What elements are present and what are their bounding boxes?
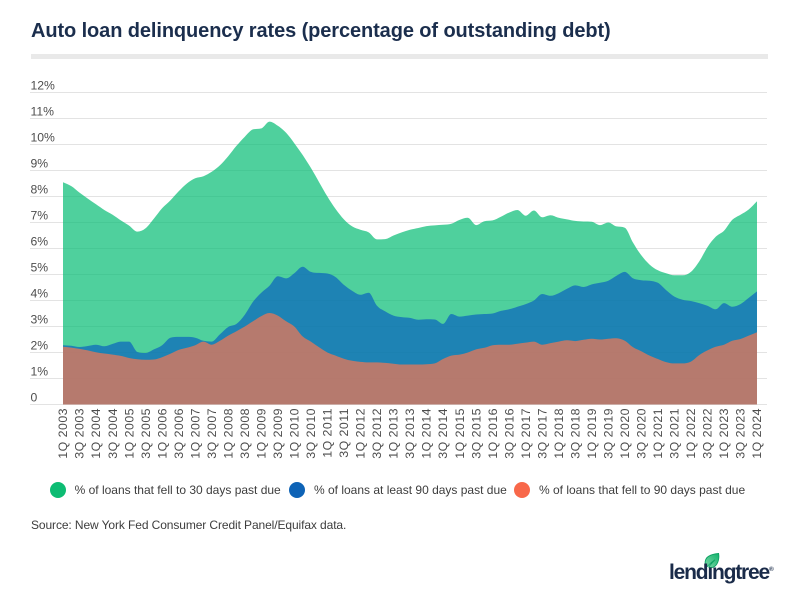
svg-text:3Q 2004: 3Q 2004	[106, 408, 120, 459]
svg-text:3Q 2014: 3Q 2014	[436, 408, 450, 459]
svg-text:1Q 2019: 1Q 2019	[585, 408, 599, 459]
svg-text:1Q 2024: 1Q 2024	[750, 408, 764, 459]
svg-text:1Q 2008: 1Q 2008	[221, 408, 235, 459]
svg-text:9%: 9%	[31, 157, 49, 171]
svg-text:1Q 2014: 1Q 2014	[420, 408, 434, 459]
svg-text:1Q 2012: 1Q 2012	[354, 408, 368, 459]
svg-text:1Q 2022: 1Q 2022	[684, 408, 698, 459]
svg-text:7%: 7%	[31, 209, 49, 223]
svg-text:1Q 2017: 1Q 2017	[519, 408, 533, 459]
svg-text:5%: 5%	[31, 261, 49, 275]
svg-text:3Q 2020: 3Q 2020	[635, 408, 649, 459]
svg-text:3Q 2021: 3Q 2021	[668, 408, 682, 459]
svg-text:6%: 6%	[31, 235, 49, 249]
svg-text:3Q 2016: 3Q 2016	[502, 408, 516, 459]
svg-text:8%: 8%	[31, 183, 49, 197]
svg-text:1Q 2007: 1Q 2007	[188, 408, 202, 459]
svg-text:1Q 2004: 1Q 2004	[89, 408, 103, 459]
svg-text:3Q 2007: 3Q 2007	[205, 408, 219, 459]
svg-text:1Q 2006: 1Q 2006	[155, 408, 169, 459]
svg-text:1Q 2020: 1Q 2020	[618, 408, 632, 459]
svg-text:10%: 10%	[31, 131, 56, 145]
svg-text:3Q 2017: 3Q 2017	[535, 408, 549, 459]
svg-text:1Q 2010: 1Q 2010	[288, 408, 302, 459]
svg-text:3Q 2022: 3Q 2022	[701, 408, 715, 459]
svg-text:3Q 2006: 3Q 2006	[172, 408, 186, 459]
svg-text:1Q 2015: 1Q 2015	[453, 408, 467, 459]
svg-text:1Q 2013: 1Q 2013	[387, 408, 401, 459]
svg-text:1Q 2011: 1Q 2011	[321, 408, 335, 458]
svg-text:3Q 2011: 3Q 2011	[337, 408, 351, 458]
svg-text:3%: 3%	[31, 313, 49, 327]
svg-text:1Q 2021: 1Q 2021	[651, 408, 665, 459]
svg-text:3Q 2010: 3Q 2010	[304, 408, 318, 459]
svg-text:1%: 1%	[31, 365, 49, 379]
svg-text:1Q 2023: 1Q 2023	[717, 408, 731, 459]
svg-text:1Q 2003: 1Q 2003	[56, 408, 70, 459]
svg-text:3Q 2019: 3Q 2019	[602, 408, 616, 459]
svg-text:1Q 2005: 1Q 2005	[122, 408, 136, 459]
svg-text:3Q 2009: 3Q 2009	[271, 408, 285, 459]
svg-text:2%: 2%	[31, 339, 49, 353]
svg-text:3Q 2018: 3Q 2018	[568, 408, 582, 459]
svg-text:3Q 2012: 3Q 2012	[370, 408, 384, 459]
svg-text:3Q 2003: 3Q 2003	[73, 408, 87, 459]
svg-text:12%: 12%	[31, 79, 56, 93]
svg-text:1Q 2016: 1Q 2016	[486, 408, 500, 459]
svg-text:3Q 2008: 3Q 2008	[238, 408, 252, 459]
svg-text:0: 0	[31, 391, 38, 405]
svg-text:11%: 11%	[31, 105, 55, 119]
svg-text:3Q 2013: 3Q 2013	[403, 408, 417, 459]
svg-text:3Q 2015: 3Q 2015	[469, 408, 483, 459]
svg-text:4%: 4%	[31, 287, 49, 301]
svg-text:3Q 2023: 3Q 2023	[734, 408, 748, 459]
svg-text:1Q 2009: 1Q 2009	[255, 408, 269, 459]
svg-text:3Q 2005: 3Q 2005	[139, 408, 153, 459]
svg-text:1Q 2018: 1Q 2018	[552, 408, 566, 459]
